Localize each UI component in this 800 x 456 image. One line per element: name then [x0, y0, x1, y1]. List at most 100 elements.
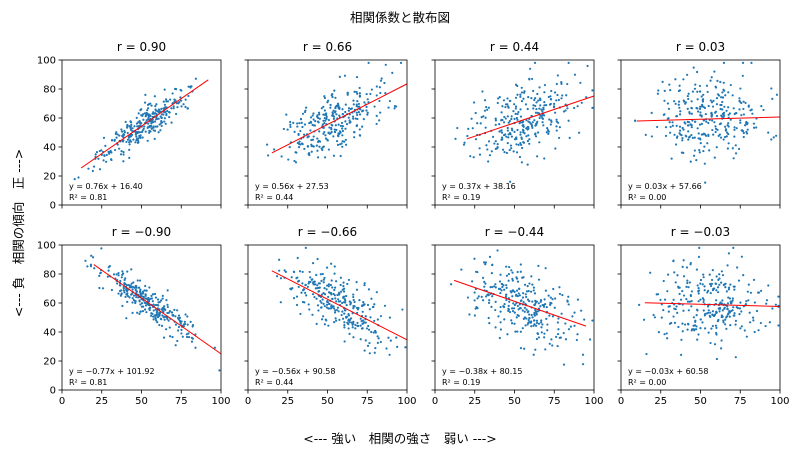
data-point	[557, 98, 560, 102]
data-point	[156, 313, 160, 316]
data-point	[295, 277, 298, 280]
data-point	[373, 351, 376, 354]
data-point	[141, 310, 145, 313]
data-point	[689, 160, 692, 163]
data-point	[500, 138, 503, 141]
data-point	[333, 89, 336, 92]
data-point	[738, 307, 742, 310]
data-point	[733, 312, 736, 315]
data-point	[539, 114, 542, 117]
data-point	[699, 142, 702, 145]
data-point	[388, 99, 391, 103]
data-point	[511, 277, 514, 280]
data-point	[725, 135, 728, 138]
data-point	[702, 273, 705, 276]
data-point	[350, 107, 354, 110]
data-point	[151, 312, 154, 315]
data-point	[526, 163, 529, 166]
data-point	[165, 299, 168, 302]
data-point	[695, 314, 698, 317]
data-point	[734, 144, 737, 147]
data-point	[343, 298, 346, 301]
data-point	[662, 113, 665, 116]
data-point	[491, 135, 495, 138]
data-point	[148, 286, 151, 289]
data-point	[359, 324, 362, 327]
data-point	[696, 127, 699, 130]
data-point	[680, 134, 683, 137]
data-point	[517, 143, 520, 146]
data-point	[729, 324, 732, 327]
data-point	[663, 89, 666, 92]
data-point	[499, 321, 502, 324]
data-point	[686, 120, 689, 123]
data-point	[728, 315, 731, 318]
data-point	[401, 308, 404, 311]
y-tick-label: 0	[50, 201, 56, 212]
data-point	[713, 343, 717, 346]
data-point	[334, 124, 337, 127]
data-point	[501, 148, 505, 151]
data-point	[358, 94, 361, 97]
data-point	[343, 323, 346, 327]
data-point	[176, 309, 179, 312]
data-point	[357, 111, 360, 114]
data-point	[327, 283, 331, 286]
data-point	[338, 114, 341, 117]
data-point	[770, 87, 773, 90]
data-point	[364, 315, 367, 318]
data-point	[494, 119, 497, 122]
data-point	[167, 319, 170, 322]
data-point	[344, 143, 348, 146]
data-point	[770, 138, 773, 141]
data-point	[717, 278, 720, 282]
data-point	[506, 129, 509, 132]
data-point	[519, 95, 522, 98]
data-point	[556, 93, 559, 97]
data-point	[160, 124, 163, 128]
data-point	[771, 307, 774, 310]
data-point	[351, 326, 354, 329]
data-point	[519, 133, 522, 136]
data-point	[324, 293, 327, 296]
data-point	[115, 282, 119, 285]
data-point	[531, 77, 534, 81]
data-point	[515, 136, 518, 139]
data-point	[118, 134, 121, 137]
data-point	[535, 107, 538, 111]
data-point	[361, 322, 364, 325]
data-point	[375, 114, 378, 117]
data-point	[352, 336, 355, 339]
data-point	[576, 333, 579, 336]
data-point	[536, 92, 539, 96]
data-point	[702, 133, 705, 136]
data-point	[450, 283, 453, 286]
data-point	[323, 156, 327, 159]
data-point	[540, 321, 543, 324]
data-point	[352, 298, 355, 302]
data-point	[367, 288, 371, 291]
data-point	[676, 311, 679, 314]
data-point	[308, 270, 311, 274]
data-point	[703, 314, 706, 317]
panel-title: r = 0.90	[117, 40, 166, 54]
data-point	[521, 146, 524, 150]
data-point	[684, 134, 687, 137]
data-point	[307, 303, 310, 306]
data-point	[327, 295, 330, 299]
data-point	[561, 293, 564, 297]
data-point	[526, 298, 530, 301]
data-point	[718, 123, 722, 126]
data-point	[507, 279, 510, 282]
data-point	[311, 262, 315, 265]
data-point	[114, 132, 117, 135]
data-point	[735, 127, 738, 130]
data-point	[500, 289, 503, 292]
panel-title: r = −0.03	[671, 225, 730, 239]
data-point	[338, 143, 342, 146]
data-point	[516, 118, 519, 121]
data-point	[686, 328, 689, 331]
data-point	[333, 111, 337, 114]
data-point	[287, 158, 290, 161]
x-tick-label: 100	[211, 396, 230, 407]
